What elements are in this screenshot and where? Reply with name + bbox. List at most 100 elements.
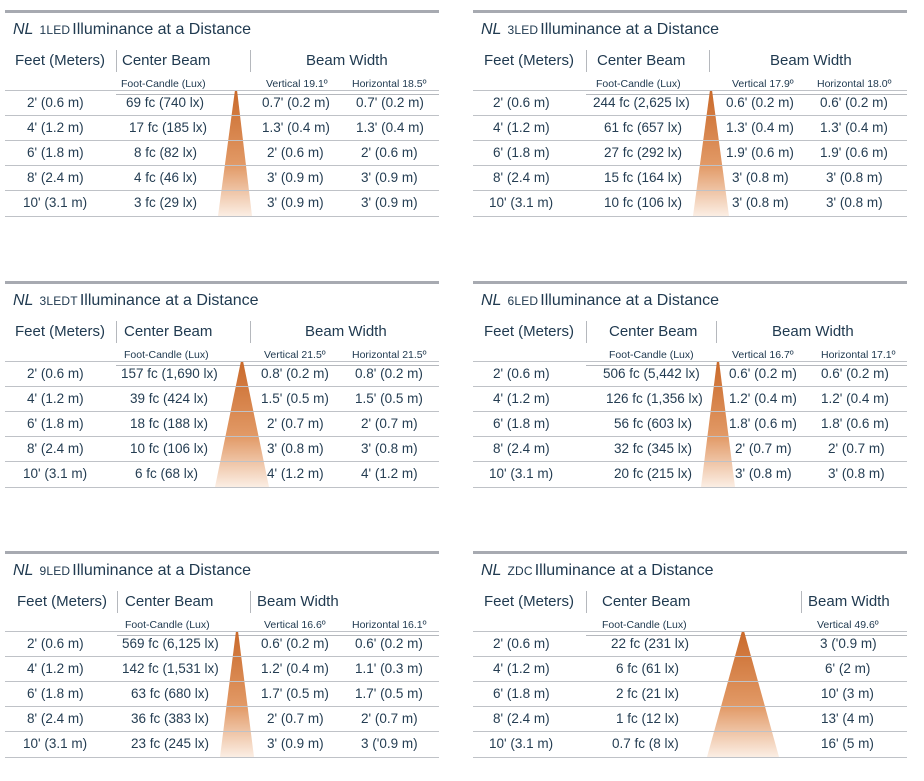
horizontal-cell: 1.9' (0.6 m) — [820, 145, 888, 160]
header-beam-width: Beam Width — [772, 323, 854, 340]
subheader-horizontal: Horizontal 18.5º — [352, 78, 427, 90]
vertical-cell: 6' (2 m) — [825, 661, 871, 676]
center-beam-cell: 10 fc (106 lx) — [130, 441, 209, 456]
center-beam-cell: 6 fc (68 lx) — [135, 466, 199, 481]
horizontal-cell: 3' (0.8 m) — [826, 170, 883, 185]
header-center-beam: Center Beam — [597, 52, 686, 69]
horizontal-cell: 2' (0.6 m) — [361, 145, 418, 160]
subheader-rule — [116, 365, 439, 366]
header-distance: Feet (Meters) — [484, 593, 575, 610]
model-name: 3LEDT — [39, 294, 78, 308]
table-1led: NL 1LED Illuminance at a Distance Feet (Me… — [5, 10, 439, 225]
header-divider — [116, 321, 117, 343]
header-divider — [586, 591, 587, 613]
table-6led: NL 6LED Illuminance at a Distance Feet (Me… — [473, 281, 907, 496]
table-row: 10' (3.1 m) 6 fc (68 lx) 4' (1.2 m) 4' (1.2… — [5, 461, 439, 488]
subheader-vertical: Vertical 21.5º — [264, 349, 326, 361]
distance-cell: 8' (2.4 m) — [27, 441, 84, 456]
horizontal-cell: 3' (0.8 m) — [826, 195, 883, 210]
horizontal-cell: 1.5' (0.5 m) — [355, 391, 423, 406]
distance-cell: 10' (3.1 m) — [23, 736, 88, 751]
subheader-footcandle: Foot-Candle (Lux) — [124, 349, 209, 361]
subheader-horizontal: Horizontal 17.1º — [821, 349, 896, 361]
center-beam-cell: 27 fc (292 lx) — [604, 145, 683, 160]
horizontal-cell: 0.6' (0.2 m) — [821, 366, 889, 381]
subheader-vertical: Vertical 19.1º — [266, 78, 328, 90]
distance-cell: 6' (1.8 m) — [27, 145, 84, 160]
table-row: 2' (0.6 m) 244 fc (2,625 lx) 0.6' (0.2 m) 0… — [473, 90, 907, 116]
center-beam-cell: 4 fc (46 lx) — [134, 170, 198, 185]
vertical-cell: 3' (0.8 m) — [267, 441, 324, 456]
table-title: NL 3LEDT Illuminance at a Distance — [5, 281, 439, 314]
subheader-vertical: Vertical 49.6º — [817, 619, 879, 631]
header-distance: Feet (Meters) — [15, 323, 106, 340]
center-beam-cell: 36 fc (383 lx) — [131, 711, 210, 726]
title-text: Illuminance at a Distance — [540, 21, 720, 38]
table-row: 6' (1.8 m) 27 fc (292 lx) 1.9' (0.6 m) 1.9'… — [473, 140, 907, 166]
header-center-beam: Center Beam — [609, 323, 698, 340]
table-row: 2' (0.6 m) 157 fc (1,690 lx) 0.8' (0.2 m) 0… — [5, 361, 439, 387]
header-divider — [250, 50, 251, 72]
table-row: 2' (0.6 m) 506 fc (5,442 lx) 0.6' (0.2 m) 0… — [473, 361, 907, 387]
distance-cell: 2' (0.6 m) — [27, 366, 84, 381]
table-title: NL ZDC Illuminance at a Distance — [473, 551, 907, 584]
distance-cell: 8' (2.4 m) — [493, 441, 550, 456]
header-divider — [801, 591, 802, 613]
table-row: 8' (2.4 m) 4 fc (46 lx) 3' (0.9 m) 3' (0.9 … — [5, 165, 439, 191]
distance-cell: 2' (0.6 m) — [493, 95, 550, 110]
center-beam-cell: 10 fc (106 lx) — [604, 195, 683, 210]
distance-cell: 2' (0.6 m) — [27, 636, 84, 651]
center-beam-cell: 126 fc (1,356 lx) — [606, 391, 703, 406]
header-divider — [117, 591, 118, 613]
table-row: 10' (3.1 m) 20 fc (215 lx) 3' (0.8 m) 3' (0… — [473, 461, 907, 488]
subheader-vertical: Vertical 16.7º — [732, 349, 794, 361]
table-row: 2' (0.6 m) 69 fc (740 lx) 0.7' (0.2 m) 0.7'… — [5, 90, 439, 116]
model-name: ZDC — [507, 564, 533, 578]
header-distance: Feet (Meters) — [484, 52, 575, 69]
table-row: 4' (1.2 m) 142 fc (1,531 lx) 1.2' (0.4 m) 1… — [5, 656, 439, 682]
distance-cell: 8' (2.4 m) — [493, 711, 550, 726]
vertical-cell: 1.2' (0.4 m) — [261, 661, 329, 676]
distance-cell: 4' (1.2 m) — [493, 391, 550, 406]
vertical-cell: 0.6' (0.2 m) — [261, 636, 329, 651]
center-beam-cell: 63 fc (680 lx) — [131, 686, 210, 701]
subheader-rule — [586, 365, 907, 366]
center-beam-cell: 15 fc (164 lx) — [604, 170, 683, 185]
horizontal-cell: 0.6' (0.2 m) — [355, 636, 423, 651]
vertical-cell: 16' (5 m) — [821, 736, 874, 751]
header-beam-width: Beam Width — [257, 593, 339, 610]
vertical-cell: 2' (0.7 m) — [267, 711, 324, 726]
horizontal-cell: 4' (1.2 m) — [361, 466, 418, 481]
distance-cell: 10' (3.1 m) — [489, 466, 554, 481]
center-beam-cell: 17 fc (185 lx) — [129, 120, 208, 135]
distance-cell: 8' (2.4 m) — [493, 170, 550, 185]
subheader-footcandle: Foot-Candle (Lux) — [125, 619, 210, 631]
center-beam-cell: 32 fc (345 lx) — [614, 441, 693, 456]
header-center-beam: Center Beam — [124, 323, 213, 340]
table-row: 10' (3.1 m) 23 fc (245 lx) 3' (0.9 m) 3 ('0… — [5, 731, 439, 758]
table-zdc: NL ZDC Illuminance at a Distance Feet (Met… — [473, 551, 907, 766]
horizontal-cell: 1.1' (0.3 m) — [355, 661, 423, 676]
vertical-cell: 4' (1.2 m) — [267, 466, 324, 481]
light-beam-graphic — [215, 361, 269, 487]
distance-cell: 10' (3.1 m) — [23, 195, 88, 210]
distance-cell: 10' (3.1 m) — [23, 466, 88, 481]
table-row: 4' (1.2 m) 126 fc (1,356 lx) 1.2' (0.4 m) 1… — [473, 386, 907, 412]
vertical-cell: 10' (3 m) — [821, 686, 874, 701]
center-beam-cell: 8 fc (82 lx) — [134, 145, 198, 160]
horizontal-cell: 1.3' (0.4 m) — [820, 120, 888, 135]
table-title: NL 6LED Illuminance at a Distance — [473, 281, 907, 314]
table-row: 8' (2.4 m) 36 fc (383 lx) 2' (0.7 m) 2' (0.… — [5, 706, 439, 732]
subheader-horizontal: Horizontal 21.5º — [352, 349, 427, 361]
table-9led: NL 9LED Illuminance at a Distance Feet (Me… — [5, 551, 439, 766]
center-beam-cell: 56 fc (603 lx) — [614, 416, 693, 431]
subheader-rule — [116, 94, 439, 95]
center-beam-cell: 244 fc (2,625 lx) — [593, 95, 690, 110]
subheader-rule — [586, 94, 907, 95]
center-beam-cell: 157 fc (1,690 lx) — [121, 366, 218, 381]
table-row: 10' (3.1 m) 3 fc (29 lx) 3' (0.9 m) 3' (0.9… — [5, 190, 439, 217]
vertical-cell: 1.7' (0.5 m) — [261, 686, 329, 701]
brand-prefix: NL — [481, 292, 502, 309]
subheader-rule — [586, 635, 907, 636]
table-title: NL 9LED Illuminance at a Distance — [5, 551, 439, 584]
